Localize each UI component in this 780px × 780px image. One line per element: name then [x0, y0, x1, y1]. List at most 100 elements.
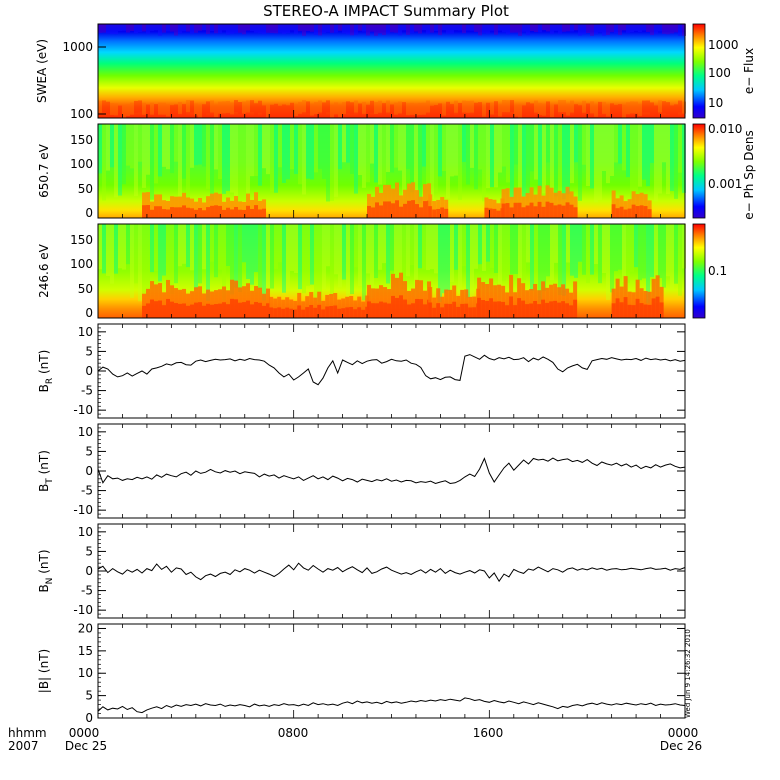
swea-streak: [126, 104, 130, 117]
pad-streak: [130, 124, 134, 169]
pad-warm-core: [407, 200, 412, 218]
swea-streak: [650, 24, 654, 36]
swea-streak: [282, 24, 286, 34]
pad-streak: [354, 124, 358, 194]
pad-streak: [518, 124, 522, 201]
swea-streak: [614, 104, 618, 117]
swea-ytick-1000: 1000: [62, 40, 93, 54]
pad-streak: [514, 224, 518, 275]
swea-streak: [586, 24, 590, 34]
pad-streak: [282, 224, 286, 293]
pad-streak: [654, 224, 658, 304]
pad-warm-core: [419, 299, 424, 318]
swea-streak: [454, 24, 458, 31]
swea-streak: [334, 102, 338, 115]
pad-streak: [610, 124, 614, 176]
pad-streak: [302, 124, 306, 195]
swea-streak: [266, 105, 270, 118]
swea-streak: [430, 24, 434, 33]
pad-streak: [526, 124, 530, 195]
pad-streak: [590, 224, 594, 275]
series-line: [97, 457, 686, 485]
pad-warm-core: [146, 303, 151, 318]
ytick-label: 15: [78, 644, 93, 658]
ytick-label: 5: [85, 344, 93, 358]
pad-streak: [550, 124, 554, 199]
pad-warm-core: [525, 304, 530, 318]
swea-streak: [418, 24, 422, 34]
swea-streak: [502, 100, 506, 113]
swea-streak: [354, 24, 358, 35]
swea-streak: [322, 102, 326, 115]
line-panel-frame: [97, 323, 686, 419]
pad-streak: [658, 224, 662, 279]
swea-streak: [178, 24, 182, 34]
pad-streak: [210, 124, 214, 201]
pad-streak: [554, 124, 558, 197]
pad-streak: [574, 224, 578, 278]
pad-streak: [622, 124, 626, 171]
pad-warm-band: [517, 187, 522, 218]
pad-streak: [446, 124, 450, 199]
pad-warm-core: [281, 308, 286, 318]
pad-streak: [486, 224, 490, 262]
swea-streak: [570, 100, 574, 113]
pad-streak: [406, 124, 410, 170]
swea-streak: [334, 24, 338, 33]
pad-streak: [254, 124, 258, 176]
pad-streak: [254, 224, 258, 273]
swea-streak: [638, 104, 642, 117]
pad-warm-core: [505, 203, 510, 218]
line-panel-frame: [97, 623, 686, 719]
pad-streak: [334, 124, 338, 197]
swea-streak: [578, 105, 582, 118]
swea-streak: [570, 24, 574, 32]
pad-warm-core: [635, 206, 640, 218]
pad-246-ylabel: 246.6 eV: [37, 243, 51, 298]
pad-warm-core: [623, 297, 628, 318]
pad-streak: [486, 124, 490, 189]
pad-warm-core: [623, 209, 628, 218]
pad-streak: [266, 224, 270, 296]
pad-warm-core: [246, 205, 251, 218]
pad-streak: [310, 224, 314, 285]
pad-warm-core: [210, 205, 215, 218]
pad-warm-core: [170, 301, 175, 318]
swea-streak: [538, 103, 542, 116]
pad-warm-core: [456, 306, 461, 318]
swea-streak: [510, 24, 514, 33]
swea-streak: [666, 24, 670, 35]
pad-warm-core: [399, 295, 404, 318]
pad-streak: [98, 224, 102, 270]
pad-warm-band: [407, 290, 412, 318]
pad-warm-band: [230, 200, 235, 218]
pad-streak: [190, 124, 194, 168]
swea-cbar-tick-100: 100: [708, 66, 731, 80]
swea-streak: [494, 24, 498, 35]
pad-warm-core: [403, 203, 408, 218]
pad-warm-core: [509, 296, 514, 318]
pad-streak: [642, 124, 646, 180]
swea-streak: [614, 24, 618, 34]
pad-streak: [266, 124, 270, 175]
series-line: [97, 697, 686, 714]
pad-streak: [438, 124, 442, 177]
pad-streak: [202, 124, 206, 167]
swea-streak: [430, 105, 434, 118]
pad-warm-core: [561, 301, 566, 318]
pad-streak: [526, 224, 530, 263]
pad-warm-core: [150, 299, 155, 318]
pad-streak: [530, 124, 534, 172]
swea-streak: [446, 24, 450, 34]
pad-streak: [338, 124, 342, 170]
pad-streak: [462, 124, 466, 162]
swea-streak: [450, 104, 454, 117]
pad-streak: [594, 124, 598, 203]
pad-warm-core: [170, 207, 175, 218]
swea-streak: [150, 24, 154, 31]
swea-streak: [642, 24, 646, 31]
pad-streak: [314, 124, 318, 173]
line-panel-frame: [97, 423, 686, 519]
pad-warm-core: [289, 308, 294, 318]
pad-warm-core: [186, 305, 191, 318]
